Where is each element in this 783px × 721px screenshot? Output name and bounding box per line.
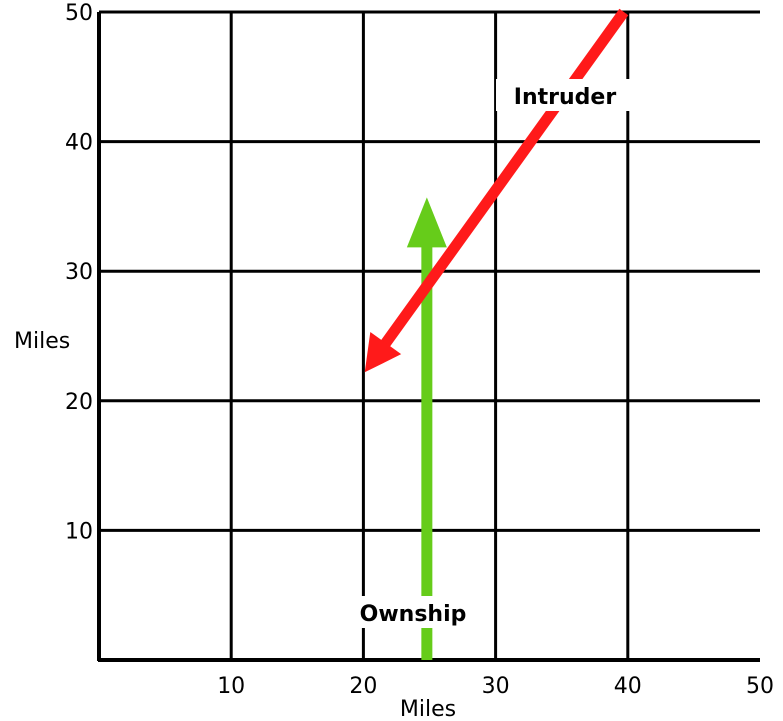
y-tick-label: 30 [65, 260, 93, 285]
vectors: Intruder Ownship [343, 8, 634, 660]
intruder-label-background [496, 79, 634, 111]
x-tick-label: 30 [482, 674, 510, 699]
x-tick-label: 50 [746, 674, 774, 699]
x-axis-title: Miles [400, 697, 456, 721]
y-tick-label: 40 [65, 131, 93, 156]
axis-labels: 10 20 30 40 50 10 20 30 40 50 Miles Miles [14, 1, 774, 721]
y-tick-label: 50 [65, 1, 93, 26]
ownship-vector-arrowhead [406, 197, 447, 248]
x-tick-label: 10 [217, 674, 245, 699]
ownship-label-background [343, 596, 483, 628]
y-tick-label: 10 [65, 519, 93, 544]
y-axis-title: Miles [14, 329, 70, 354]
y-tick-label: 20 [65, 390, 93, 415]
intruder-vector-arrowhead [364, 331, 402, 373]
intruder-vector-shaft [380, 8, 629, 348]
ownship-label: Ownship [360, 602, 467, 627]
x-tick-label: 40 [614, 674, 642, 699]
intruder-label: Intruder [514, 85, 617, 110]
x-tick-label: 20 [349, 674, 377, 699]
